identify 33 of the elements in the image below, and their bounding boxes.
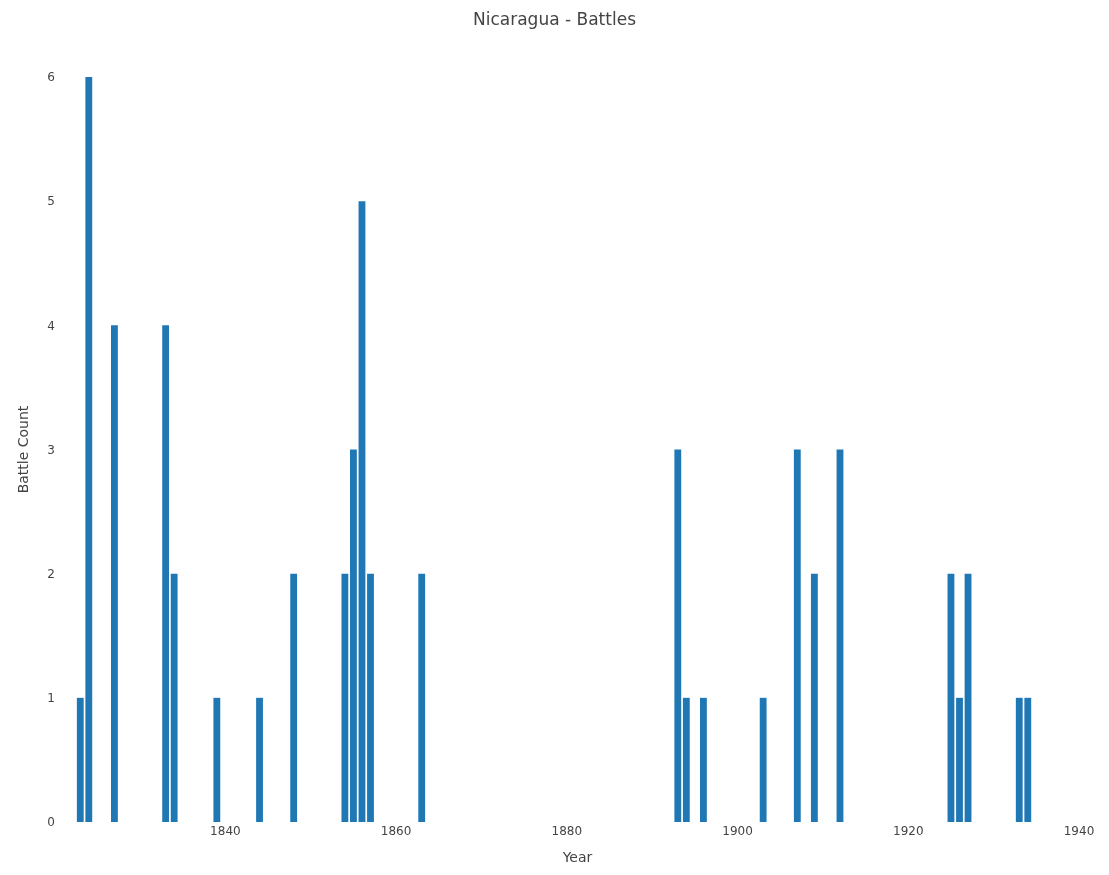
bar <box>341 573 349 822</box>
bar <box>213 697 221 822</box>
bar <box>682 697 690 822</box>
bar <box>290 573 298 822</box>
y-tick-label: 2 <box>47 566 55 581</box>
chart-title: Nicaragua - Battles <box>473 9 637 30</box>
bar <box>418 573 426 822</box>
y-axis-title: Battle Count <box>14 405 31 494</box>
x-tick-label: 1880 <box>551 824 583 838</box>
y-tick-label: 3 <box>47 442 55 457</box>
x-tick-label: 1860 <box>380 824 412 838</box>
bar <box>111 325 118 822</box>
y-tick-label: 0 <box>47 815 55 830</box>
bar <box>367 573 374 822</box>
bar <box>162 325 170 822</box>
bar <box>170 573 178 822</box>
y-tick-label: 4 <box>47 318 55 333</box>
bar <box>699 697 707 822</box>
bar <box>793 449 801 822</box>
x-tick-label: 1840 <box>210 824 241 838</box>
y-tick-label: 6 <box>47 70 55 85</box>
y-tick-label: 1 <box>47 691 55 706</box>
x-tick-label: 1920 <box>893 824 924 838</box>
bar <box>759 697 767 822</box>
bar <box>350 449 357 822</box>
y-tick-label: 5 <box>47 194 55 209</box>
x-tick-label: 1940 <box>1063 824 1095 838</box>
bar <box>810 573 818 822</box>
bar <box>256 697 263 822</box>
x-tick-label: 1900 <box>722 824 753 838</box>
bar <box>674 449 682 822</box>
x-axis-title: Year <box>561 849 593 866</box>
bar <box>956 697 963 822</box>
